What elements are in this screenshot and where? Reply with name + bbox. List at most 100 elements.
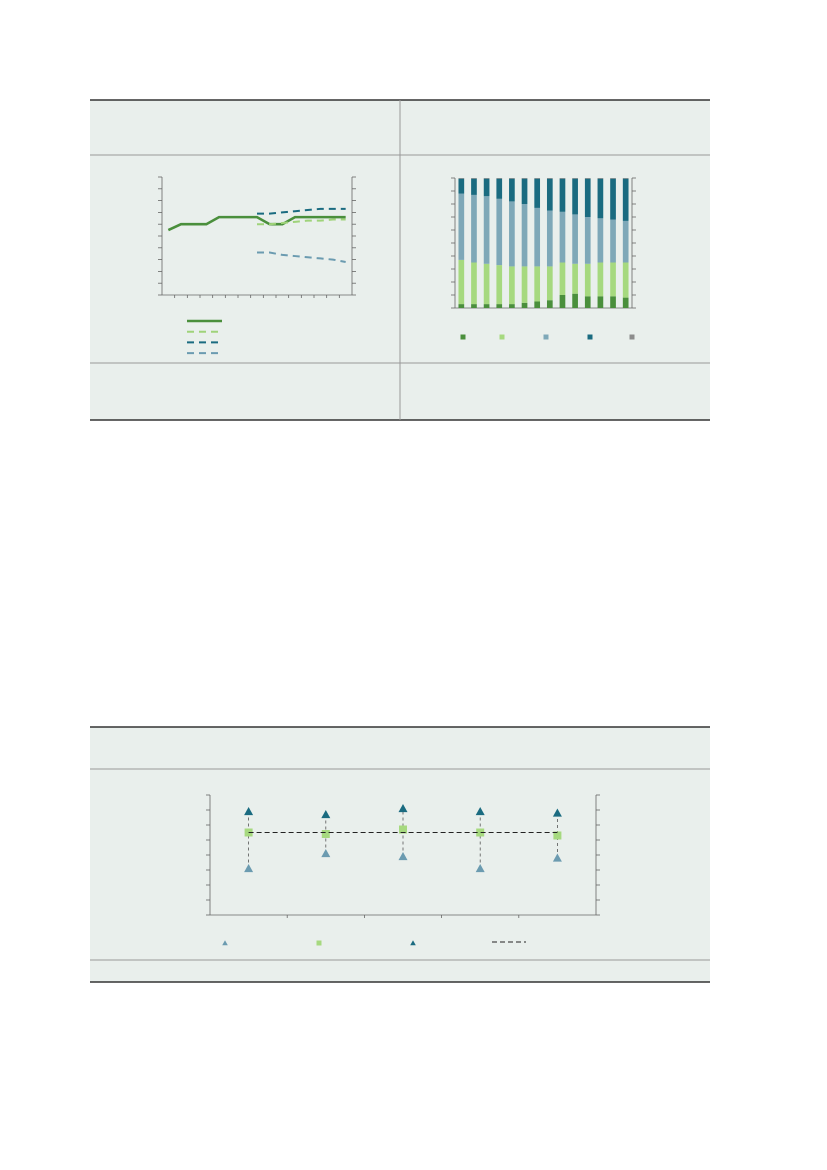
bar-segment <box>622 220 629 263</box>
bar-segment <box>509 266 515 305</box>
legend-swatch <box>587 334 593 340</box>
bar-segment <box>483 178 490 179</box>
bar-segment <box>471 194 477 263</box>
bar-segment <box>509 304 515 308</box>
bar-segment <box>559 262 566 295</box>
bar-segment <box>458 259 465 305</box>
bar-segment <box>471 178 477 195</box>
figure-frame-bottom <box>90 726 710 983</box>
bar-segment <box>546 266 553 301</box>
bar-segment <box>458 178 465 194</box>
marker <box>244 864 254 873</box>
series-line <box>257 251 346 263</box>
bar-segment <box>534 301 541 308</box>
bar-segment <box>584 263 591 297</box>
bar-segment <box>622 178 629 221</box>
bar-segment <box>496 178 503 199</box>
bar-segment <box>546 210 553 267</box>
bar-segment <box>572 293 578 308</box>
bar-segment <box>622 297 629 308</box>
series-line <box>257 207 346 215</box>
marker <box>475 864 485 873</box>
marker <box>321 830 330 838</box>
bar-segment <box>597 218 604 263</box>
bar-segment <box>521 178 528 179</box>
bar-segment <box>458 193 465 260</box>
bar-segment <box>559 295 566 308</box>
bar-segment <box>584 178 591 217</box>
bar-segment <box>546 178 553 211</box>
marker <box>321 810 331 819</box>
bar-segment <box>584 217 591 264</box>
bar-segment <box>559 178 566 212</box>
legend-swatch <box>499 334 505 340</box>
bar-segment <box>610 262 616 297</box>
marker <box>552 808 562 817</box>
marker <box>398 804 408 813</box>
bar-segment <box>584 178 591 179</box>
bar-segment <box>597 178 604 179</box>
bar-segment <box>496 304 503 308</box>
bar-segment <box>509 178 515 179</box>
marker <box>244 807 254 816</box>
legend-swatch <box>460 334 466 340</box>
bar-segment <box>597 262 604 297</box>
bar-segment <box>622 262 629 298</box>
bar-segment <box>496 178 503 179</box>
bar-segment <box>521 266 528 303</box>
bar-segment <box>521 204 528 267</box>
bar-segment <box>471 304 477 308</box>
figure-frame-top <box>90 99 710 421</box>
bar-segment <box>496 265 503 305</box>
bar-segment <box>471 178 477 179</box>
series-line <box>257 218 346 226</box>
bar-segment <box>572 178 578 179</box>
bar-segment <box>496 198 503 266</box>
bar-segment <box>546 300 553 308</box>
bar-segment <box>483 196 490 264</box>
bar-segment <box>458 178 465 179</box>
bar-segment <box>572 214 578 264</box>
bar-segment <box>458 304 465 308</box>
legend-swatch <box>410 940 416 946</box>
legend-swatch <box>543 334 549 340</box>
marker <box>552 853 562 862</box>
bar-segment <box>610 178 616 220</box>
bar-segment <box>509 201 515 267</box>
bar-segment <box>610 296 616 308</box>
bar-segment <box>597 178 604 219</box>
marker <box>399 825 407 834</box>
bar-segment <box>521 302 528 308</box>
bar-segment <box>572 263 578 294</box>
bar-segment <box>534 266 541 302</box>
bar-segment <box>509 178 515 202</box>
marker <box>321 849 331 858</box>
bar-segment <box>483 263 490 305</box>
bar-segment <box>610 219 616 263</box>
bar-segment <box>559 211 566 263</box>
bar-segment <box>597 296 604 308</box>
bar-segment <box>622 178 629 179</box>
legend-swatch <box>629 334 635 340</box>
marker <box>398 852 408 861</box>
bar-segment <box>534 178 541 179</box>
series-line <box>167 215 346 232</box>
bar-segment <box>534 207 541 267</box>
legend-swatch <box>222 940 228 946</box>
bar-segment <box>534 178 541 208</box>
bar-segment <box>483 178 490 197</box>
bar-segment <box>610 178 616 179</box>
panel <box>90 727 710 982</box>
bar-segment <box>483 304 490 308</box>
marker <box>553 831 562 840</box>
bar-segment <box>546 178 553 179</box>
marker <box>476 828 485 837</box>
marker <box>475 807 485 816</box>
bar-segment <box>471 262 477 305</box>
bar-segment <box>572 178 578 215</box>
legend-swatch <box>316 940 322 946</box>
bar-segment <box>584 296 591 308</box>
bar-segment <box>559 178 566 179</box>
